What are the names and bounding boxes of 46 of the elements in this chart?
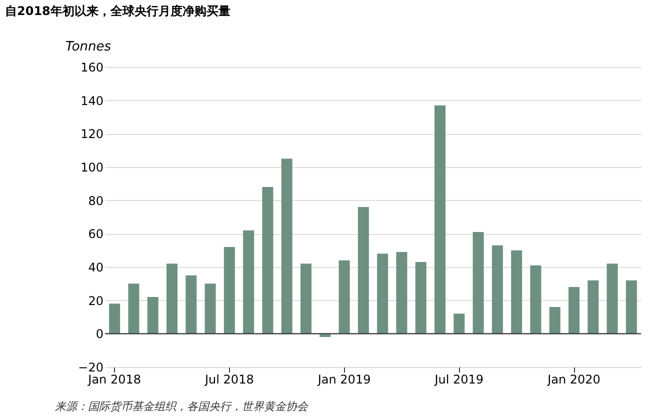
bar bbox=[281, 158, 292, 334]
bar bbox=[396, 252, 408, 334]
x-tick-label: Jul 2018 bbox=[204, 372, 254, 386]
bar bbox=[377, 254, 388, 334]
x-tick-label: Jan 2019 bbox=[316, 372, 371, 386]
x-tick-label: Jan 2020 bbox=[546, 372, 600, 386]
bar bbox=[606, 264, 618, 334]
bar bbox=[300, 264, 312, 334]
bar bbox=[338, 260, 350, 334]
bar bbox=[358, 207, 369, 334]
y-tick-label: −20 bbox=[78, 360, 104, 374]
bar bbox=[549, 307, 560, 334]
chart-title: 自2018年初以来，全球央行月度净购买量 bbox=[5, 4, 230, 18]
bar bbox=[454, 314, 465, 334]
bar bbox=[128, 284, 140, 334]
bar bbox=[186, 275, 197, 334]
y-tick-label: 140 bbox=[80, 94, 104, 108]
bar bbox=[415, 262, 426, 334]
x-tick-label: Jan 2018 bbox=[87, 372, 141, 386]
y-tick-label: 120 bbox=[80, 127, 104, 142]
source-note: 来源：国际货币基金组织，各国央行，世界黄金协会 bbox=[55, 400, 309, 413]
bar bbox=[109, 304, 120, 334]
bar bbox=[320, 334, 331, 337]
bar bbox=[530, 265, 542, 334]
y-tick-label: 60 bbox=[88, 227, 104, 242]
y-tick-label: 40 bbox=[88, 260, 104, 274]
bar bbox=[147, 297, 158, 334]
x-tick-label: Jul 2019 bbox=[434, 372, 484, 386]
bar bbox=[204, 284, 216, 334]
bar bbox=[492, 245, 503, 334]
y-axis-title: Tonnes bbox=[66, 40, 112, 54]
bar bbox=[262, 187, 274, 334]
bar bbox=[472, 232, 484, 334]
y-tick-label: 80 bbox=[88, 194, 104, 208]
bar bbox=[243, 230, 254, 334]
bar bbox=[434, 105, 446, 334]
y-tick-label: 100 bbox=[80, 160, 104, 174]
bar bbox=[626, 280, 637, 334]
bar bbox=[511, 250, 522, 334]
y-tick-label: 0 bbox=[96, 327, 104, 342]
bar bbox=[568, 287, 580, 334]
y-tick-label: 20 bbox=[88, 294, 104, 308]
bar bbox=[166, 264, 178, 334]
bar bbox=[224, 247, 235, 334]
y-tick-label: 160 bbox=[80, 60, 104, 74]
bar bbox=[588, 280, 599, 334]
